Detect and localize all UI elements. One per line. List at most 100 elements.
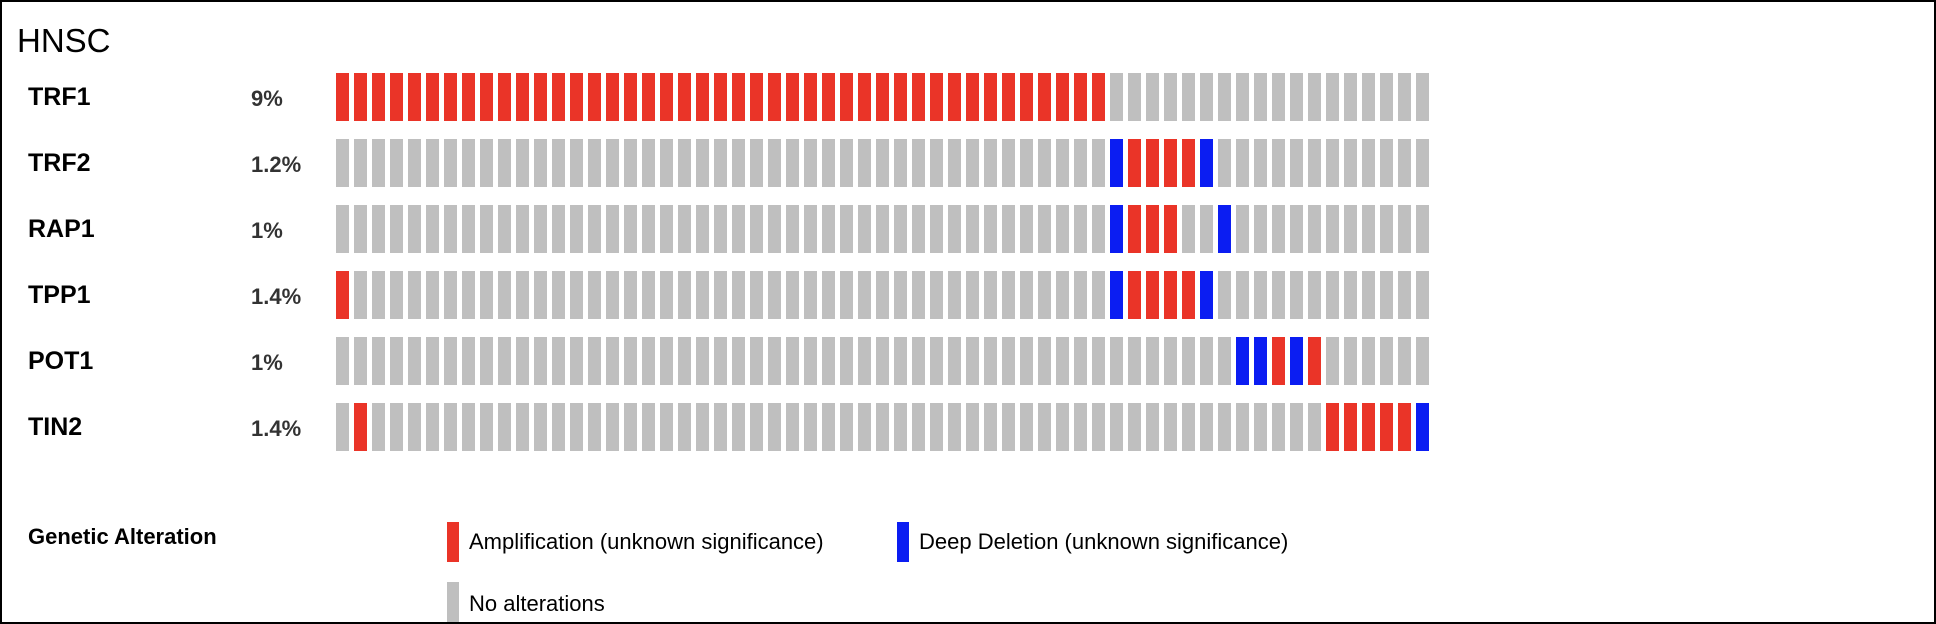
- sample-cell-trf1-25-amplification[interactable]: [786, 73, 799, 121]
- sample-cell-trf1-59-no-alteration[interactable]: [1398, 73, 1411, 121]
- sample-cell-rap1-46-amplification[interactable]: [1164, 205, 1177, 253]
- sample-cell-pot1-9-no-alteration[interactable]: [498, 337, 511, 385]
- sample-cell-tpp1-13-no-alteration[interactable]: [570, 271, 583, 319]
- sample-cell-trf2-19-no-alteration[interactable]: [678, 139, 691, 187]
- sample-cell-pot1-32-no-alteration[interactable]: [912, 337, 925, 385]
- sample-cell-pot1-25-no-alteration[interactable]: [786, 337, 799, 385]
- sample-cell-trf1-22-amplification[interactable]: [732, 73, 745, 121]
- sample-cell-pot1-3-no-alteration[interactable]: [390, 337, 403, 385]
- sample-cell-tin2-60-deep-deletion[interactable]: [1416, 403, 1429, 451]
- sample-cell-tin2-5-no-alteration[interactable]: [426, 403, 439, 451]
- sample-cell-trf1-36-amplification[interactable]: [984, 73, 997, 121]
- sample-cell-pot1-46-no-alteration[interactable]: [1164, 337, 1177, 385]
- sample-cell-pot1-10-no-alteration[interactable]: [516, 337, 529, 385]
- sample-cell-tpp1-16-no-alteration[interactable]: [624, 271, 637, 319]
- sample-cell-trf2-51-no-alteration[interactable]: [1254, 139, 1267, 187]
- sample-cell-tin2-49-no-alteration[interactable]: [1218, 403, 1231, 451]
- sample-cell-tpp1-39-no-alteration[interactable]: [1038, 271, 1051, 319]
- sample-cell-trf1-58-no-alteration[interactable]: [1380, 73, 1393, 121]
- sample-cell-tpp1-2-no-alteration[interactable]: [372, 271, 385, 319]
- sample-cell-tin2-17-no-alteration[interactable]: [642, 403, 655, 451]
- sample-cell-pot1-52-amplification[interactable]: [1272, 337, 1285, 385]
- sample-cell-pot1-35-no-alteration[interactable]: [966, 337, 979, 385]
- sample-cell-pot1-23-no-alteration[interactable]: [750, 337, 763, 385]
- sample-cell-trf2-29-no-alteration[interactable]: [858, 139, 871, 187]
- sample-cell-tpp1-37-no-alteration[interactable]: [1002, 271, 1015, 319]
- sample-cell-pot1-6-no-alteration[interactable]: [444, 337, 457, 385]
- sample-cell-trf1-10-amplification[interactable]: [516, 73, 529, 121]
- sample-cell-pot1-59-no-alteration[interactable]: [1398, 337, 1411, 385]
- sample-cell-tpp1-19-no-alteration[interactable]: [678, 271, 691, 319]
- sample-cell-trf1-43-no-alteration[interactable]: [1110, 73, 1123, 121]
- sample-cell-rap1-42-no-alteration[interactable]: [1092, 205, 1105, 253]
- sample-cell-rap1-21-no-alteration[interactable]: [714, 205, 727, 253]
- sample-cell-rap1-37-no-alteration[interactable]: [1002, 205, 1015, 253]
- sample-cell-pot1-43-no-alteration[interactable]: [1110, 337, 1123, 385]
- sample-cell-rap1-10-no-alteration[interactable]: [516, 205, 529, 253]
- sample-cell-trf2-7-no-alteration[interactable]: [462, 139, 475, 187]
- sample-cell-rap1-43-deep-deletion[interactable]: [1110, 205, 1123, 253]
- sample-cell-pot1-42-no-alteration[interactable]: [1092, 337, 1105, 385]
- sample-cell-pot1-47-no-alteration[interactable]: [1182, 337, 1195, 385]
- sample-cell-trf2-25-no-alteration[interactable]: [786, 139, 799, 187]
- sample-cell-tin2-21-no-alteration[interactable]: [714, 403, 727, 451]
- sample-cell-tpp1-20-no-alteration[interactable]: [696, 271, 709, 319]
- sample-cell-tpp1-31-no-alteration[interactable]: [894, 271, 907, 319]
- sample-cell-trf2-18-no-alteration[interactable]: [660, 139, 673, 187]
- sample-cell-trf2-31-no-alteration[interactable]: [894, 139, 907, 187]
- sample-cell-trf1-49-no-alteration[interactable]: [1218, 73, 1231, 121]
- sample-cell-tin2-40-no-alteration[interactable]: [1056, 403, 1069, 451]
- sample-cell-trf2-34-no-alteration[interactable]: [948, 139, 961, 187]
- sample-cell-tin2-45-no-alteration[interactable]: [1146, 403, 1159, 451]
- sample-cell-trf2-58-no-alteration[interactable]: [1380, 139, 1393, 187]
- sample-cell-trf1-56-no-alteration[interactable]: [1344, 73, 1357, 121]
- sample-cell-tpp1-15-no-alteration[interactable]: [606, 271, 619, 319]
- sample-cell-tin2-1-amplification[interactable]: [354, 403, 367, 451]
- sample-cell-trf2-20-no-alteration[interactable]: [696, 139, 709, 187]
- sample-cell-tpp1-36-no-alteration[interactable]: [984, 271, 997, 319]
- sample-cell-trf2-16-no-alteration[interactable]: [624, 139, 637, 187]
- sample-cell-tpp1-46-amplification[interactable]: [1164, 271, 1177, 319]
- sample-cell-trf1-42-amplification[interactable]: [1092, 73, 1105, 121]
- sample-cell-tin2-42-no-alteration[interactable]: [1092, 403, 1105, 451]
- sample-cell-tin2-23-no-alteration[interactable]: [750, 403, 763, 451]
- sample-cell-rap1-38-no-alteration[interactable]: [1020, 205, 1033, 253]
- sample-cell-trf2-21-no-alteration[interactable]: [714, 139, 727, 187]
- sample-cell-pot1-15-no-alteration[interactable]: [606, 337, 619, 385]
- sample-cell-rap1-55-no-alteration[interactable]: [1326, 205, 1339, 253]
- sample-cell-pot1-48-no-alteration[interactable]: [1200, 337, 1213, 385]
- sample-cell-rap1-33-no-alteration[interactable]: [930, 205, 943, 253]
- sample-cell-tin2-10-no-alteration[interactable]: [516, 403, 529, 451]
- sample-cell-trf2-52-no-alteration[interactable]: [1272, 139, 1285, 187]
- sample-cell-pot1-31-no-alteration[interactable]: [894, 337, 907, 385]
- sample-cell-tin2-25-no-alteration[interactable]: [786, 403, 799, 451]
- sample-cell-tin2-46-no-alteration[interactable]: [1164, 403, 1177, 451]
- sample-cell-trf2-46-amplification[interactable]: [1164, 139, 1177, 187]
- sample-cell-trf1-16-amplification[interactable]: [624, 73, 637, 121]
- sample-cell-tin2-24-no-alteration[interactable]: [768, 403, 781, 451]
- sample-cell-tpp1-17-no-alteration[interactable]: [642, 271, 655, 319]
- sample-cell-trf1-18-amplification[interactable]: [660, 73, 673, 121]
- sample-cell-trf1-40-amplification[interactable]: [1056, 73, 1069, 121]
- sample-cell-trf2-59-no-alteration[interactable]: [1398, 139, 1411, 187]
- sample-cell-trf2-6-no-alteration[interactable]: [444, 139, 457, 187]
- sample-cell-rap1-50-no-alteration[interactable]: [1236, 205, 1249, 253]
- sample-cell-trf2-42-no-alteration[interactable]: [1092, 139, 1105, 187]
- sample-cell-trf2-53-no-alteration[interactable]: [1290, 139, 1303, 187]
- sample-cell-trf1-38-amplification[interactable]: [1020, 73, 1033, 121]
- sample-cell-trf2-23-no-alteration[interactable]: [750, 139, 763, 187]
- sample-cell-tin2-2-no-alteration[interactable]: [372, 403, 385, 451]
- sample-cell-trf1-33-amplification[interactable]: [930, 73, 943, 121]
- sample-cell-rap1-53-no-alteration[interactable]: [1290, 205, 1303, 253]
- sample-cell-tin2-35-no-alteration[interactable]: [966, 403, 979, 451]
- sample-cell-trf2-17-no-alteration[interactable]: [642, 139, 655, 187]
- sample-cell-tin2-58-amplification[interactable]: [1380, 403, 1393, 451]
- sample-cell-rap1-36-no-alteration[interactable]: [984, 205, 997, 253]
- sample-cell-tin2-37-no-alteration[interactable]: [1002, 403, 1015, 451]
- sample-cell-tpp1-35-no-alteration[interactable]: [966, 271, 979, 319]
- sample-cell-tin2-3-no-alteration[interactable]: [390, 403, 403, 451]
- sample-cell-trf1-45-no-alteration[interactable]: [1146, 73, 1159, 121]
- sample-cell-tin2-19-no-alteration[interactable]: [678, 403, 691, 451]
- sample-cell-rap1-14-no-alteration[interactable]: [588, 205, 601, 253]
- sample-cell-tin2-28-no-alteration[interactable]: [840, 403, 853, 451]
